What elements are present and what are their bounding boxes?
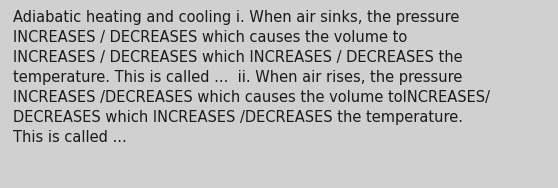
Text: Adiabatic heating and cooling i. When air sinks, the pressure
INCREASES / DECREA: Adiabatic heating and cooling i. When ai… (13, 10, 490, 145)
